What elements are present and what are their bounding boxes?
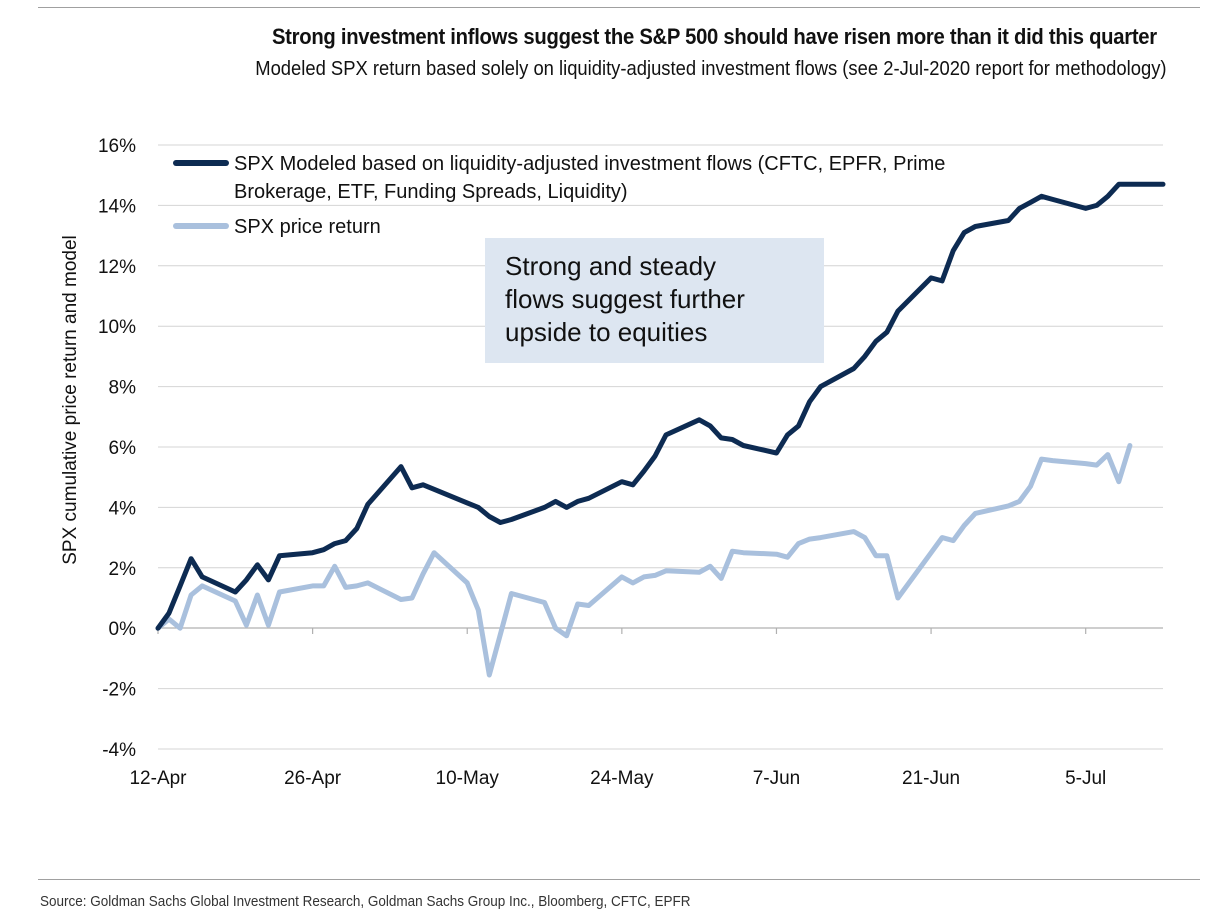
y-tick-labels: -4% -2% 0% 2% 4% 6% 8% 10% 12% 14% 16% bbox=[98, 136, 136, 761]
x-tick-labels: 12-Apr 26-Apr 10-May 24-May 7-Jun 21-Jun 5-Jul bbox=[129, 768, 1106, 789]
y-tick-label: 16% bbox=[98, 136, 136, 157]
legend-label-modeled-line1: SPX Modeled based on liquidity-adjusted … bbox=[234, 153, 945, 175]
x-tick-label: 24-May bbox=[590, 768, 654, 789]
annotation-line3: upside to equities bbox=[505, 317, 707, 347]
top-rule bbox=[38, 7, 1200, 8]
annotation: Strong and steady flows suggest further … bbox=[485, 238, 824, 363]
chart-title: Strong investment inflows suggest the S&… bbox=[272, 24, 1157, 49]
y-tick-label: 6% bbox=[109, 438, 137, 459]
y-tick-label: 2% bbox=[109, 559, 137, 580]
y-tick-label: -2% bbox=[102, 680, 136, 701]
series-lines bbox=[155, 181, 1166, 678]
y-tick-label: 8% bbox=[109, 378, 137, 399]
x-tick-label: 7-Jun bbox=[753, 768, 801, 789]
y-tick-label: -4% bbox=[102, 740, 136, 761]
annotation-line2: flows suggest further bbox=[505, 284, 745, 314]
y-axis-label: SPX cumulative price return and model bbox=[60, 235, 81, 565]
source-note: Source: Goldman Sachs Global Investment … bbox=[40, 893, 691, 910]
x-tick-label: 12-Apr bbox=[129, 768, 187, 789]
series-line-modeled bbox=[155, 181, 1166, 631]
y-tick-label: 10% bbox=[98, 317, 136, 338]
x-tick-label: 26-Apr bbox=[284, 768, 342, 789]
legend-label-modeled-line2: Brokerage, ETF, Funding Spreads, Liquidi… bbox=[234, 181, 628, 203]
annotation-line1: Strong and steady bbox=[505, 251, 716, 281]
x-tick-label: 10-May bbox=[436, 768, 500, 789]
x-axis-tick-marks bbox=[157, 628, 1087, 634]
x-tick-label: 21-Jun bbox=[902, 768, 960, 789]
y-tick-label: 14% bbox=[98, 196, 136, 217]
y-tick-label: 0% bbox=[109, 619, 137, 640]
annotation-box bbox=[485, 238, 824, 363]
bottom-rule bbox=[38, 879, 1200, 880]
x-tick-label: 5-Jul bbox=[1065, 768, 1106, 789]
y-tick-label: 4% bbox=[109, 498, 137, 519]
legend-label-price: SPX price return bbox=[234, 216, 381, 238]
legend: SPX Modeled based on liquidity-adjusted … bbox=[173, 153, 945, 238]
chart-subtitle: Modeled SPX return based solely on liqui… bbox=[255, 58, 1167, 80]
y-tick-label: 12% bbox=[98, 257, 136, 278]
series-line-price-return bbox=[155, 443, 1133, 678]
